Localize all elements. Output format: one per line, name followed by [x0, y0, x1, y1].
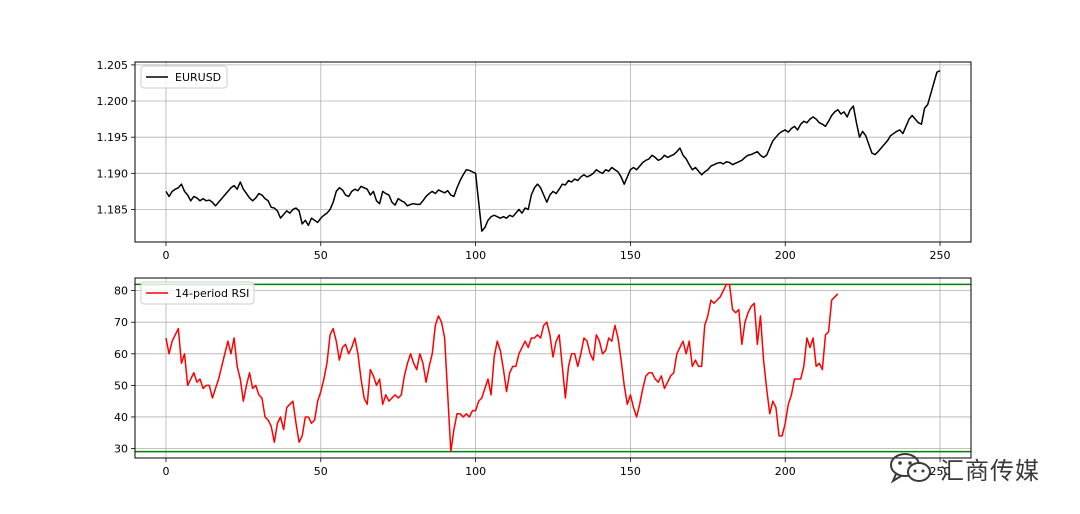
- rsi-x-tick-label: 150: [620, 465, 641, 478]
- wechat-icon: [890, 453, 931, 484]
- price-y-tick-label: 1.200: [97, 95, 129, 108]
- price-series-line: [165, 69, 941, 232]
- price-y-tick-label: 1.195: [97, 131, 129, 144]
- price-ticks: 0 50 100 150 200 250 1.185 1.190 1.195 1.200 1.205: [97, 59, 951, 262]
- watermark-text: 汇商传媒: [940, 456, 1040, 485]
- price-x-tick-label: 150: [620, 249, 641, 262]
- price-axes-frame: [134, 61, 972, 243]
- price-x-tick-label: 0: [162, 249, 169, 262]
- price-axes: 0 50 100 150 200 250 1.185 1.190 1.195 1.200 1.205…: [97, 59, 972, 262]
- rsi-x-tick-label: 100: [465, 465, 486, 478]
- rsi-reference-lines: [135, 283, 971, 453]
- price-axes-background: [135, 62, 971, 242]
- price-x-tick-label: 200: [775, 249, 796, 262]
- rsi-y-tick-label: 70: [114, 316, 128, 329]
- rsi-series: [165, 283, 839, 453]
- rsi-x-tick-label: 0: [162, 465, 169, 478]
- price-gridlines: [135, 62, 971, 242]
- price-series: [165, 69, 941, 232]
- price-y-tick-label: 1.185: [97, 203, 129, 216]
- rsi-y-tick-label: 80: [114, 285, 128, 298]
- rsi-axes-frame: [134, 277, 972, 459]
- rsi-legend: 14-period RSI: [140, 281, 255, 305]
- rsi-y-tick-label: 50: [114, 379, 128, 392]
- rsi-series-line: [165, 283, 839, 453]
- rsi-axes-background: [135, 278, 971, 458]
- price-legend-label: EURUSD: [175, 71, 221, 84]
- rsi-legend-box: [140, 281, 255, 305]
- rsi-x-tick-label: 50: [314, 465, 328, 478]
- price-legend: EURUSD: [140, 65, 228, 89]
- price-legend-box: [140, 65, 228, 89]
- rsi-legend-label: 14-period RSI: [175, 287, 249, 300]
- rsi-y-tick-label: 60: [114, 348, 128, 361]
- price-x-tick-label: 100: [465, 249, 486, 262]
- rsi-y-tick-label: 30: [114, 443, 128, 456]
- rsi-gridlines: [135, 278, 971, 458]
- rsi-x-tick-label: 250: [930, 465, 951, 478]
- rsi-axes: 0 50 100 150 200 250 30 40 50 60 70 80 14-period RS…: [114, 277, 972, 478]
- price-y-tick-label: 1.205: [97, 59, 129, 72]
- rsi-y-tick-label: 40: [114, 411, 128, 424]
- price-y-tick-label: 1.190: [97, 167, 129, 180]
- price-x-tick-label: 50: [314, 249, 328, 262]
- price-x-tick-label: 250: [930, 249, 951, 262]
- watermark: 汇商传媒: [888, 448, 1040, 488]
- rsi-x-tick-label: 200: [775, 465, 796, 478]
- rsi-ticks: 0 50 100 150 200 250 30 40 50 60 70 80: [114, 285, 951, 478]
